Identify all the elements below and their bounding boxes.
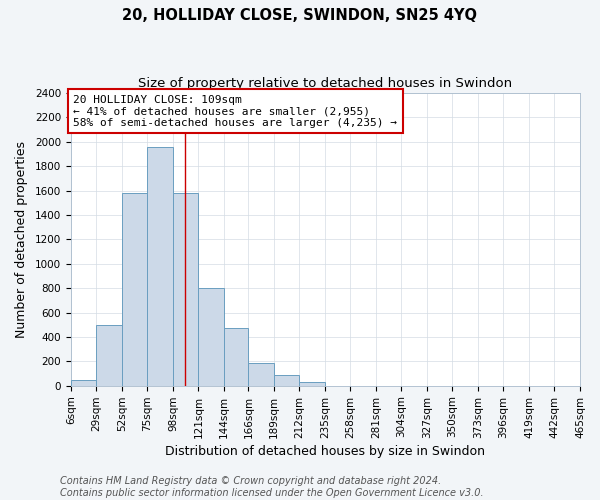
Y-axis label: Number of detached properties: Number of detached properties bbox=[15, 141, 28, 338]
Bar bbox=[248, 363, 274, 386]
Bar bbox=[274, 374, 299, 386]
Title: Size of property relative to detached houses in Swindon: Size of property relative to detached ho… bbox=[139, 78, 512, 90]
X-axis label: Distribution of detached houses by size in Swindon: Distribution of detached houses by size … bbox=[166, 444, 485, 458]
Bar bbox=[224, 328, 248, 386]
Text: 20 HOLLIDAY CLOSE: 109sqm
← 41% of detached houses are smaller (2,955)
58% of se: 20 HOLLIDAY CLOSE: 109sqm ← 41% of detac… bbox=[73, 94, 397, 128]
Bar bbox=[97, 324, 122, 386]
Bar bbox=[148, 146, 173, 386]
Text: 20, HOLLIDAY CLOSE, SWINDON, SN25 4YQ: 20, HOLLIDAY CLOSE, SWINDON, SN25 4YQ bbox=[122, 8, 478, 22]
Bar bbox=[173, 193, 199, 386]
Bar bbox=[71, 380, 97, 386]
Bar bbox=[122, 193, 148, 386]
Bar bbox=[299, 382, 325, 386]
Text: Contains HM Land Registry data © Crown copyright and database right 2024.
Contai: Contains HM Land Registry data © Crown c… bbox=[60, 476, 484, 498]
Bar bbox=[199, 288, 224, 386]
